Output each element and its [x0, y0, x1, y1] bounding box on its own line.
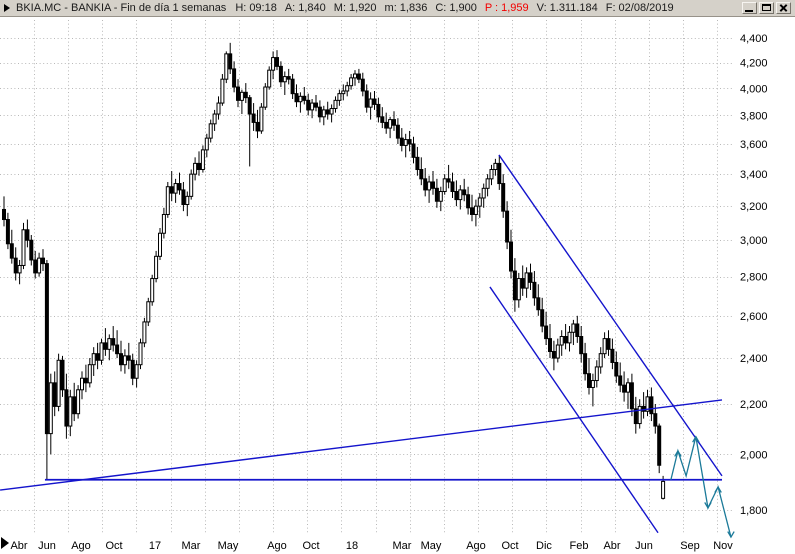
x-axis-label: Dic [536, 540, 552, 552]
x-axis-label: 18 [346, 540, 358, 552]
projection-arrowhead-up [692, 435, 700, 443]
x-axis-label: Oct [105, 540, 122, 552]
y-axis-label: 3,800 [740, 110, 768, 122]
trendline-descending-channel-upper[interactable] [498, 154, 723, 477]
window-titlebar[interactable]: BKIA.MC - BANKIA - Fin de día 1 semanas … [0, 0, 795, 17]
close-icon[interactable] [776, 2, 791, 14]
y-axis-label: 4,400 [740, 33, 768, 45]
x-axis-label: Feb [570, 540, 589, 552]
projection-arrowhead-up [714, 485, 722, 493]
trendline-descending-channel-lower[interactable] [489, 286, 659, 534]
x-axis-label: May [421, 540, 442, 552]
y-axis-label: 2,800 [740, 272, 768, 284]
quote-field-volumen: V: 1.311.184 [536, 2, 598, 14]
x-axis-label: Sep [680, 540, 700, 552]
y-axis-label: 1,800 [740, 505, 768, 517]
window-menu-arrow-icon[interactable] [4, 4, 10, 12]
x-axis-label: Oct [501, 540, 518, 552]
y-axis-label: 3,200 [740, 201, 768, 213]
candlestick-series [2, 42, 666, 500]
y-axis-label: 2,000 [740, 449, 768, 461]
y-axis-label: 2,400 [740, 353, 768, 365]
minimize-icon[interactable] [742, 2, 757, 14]
x-axis-label: Abr [10, 540, 27, 552]
y-axis-label: 2,200 [740, 399, 768, 411]
projection-arrowhead-up [674, 449, 682, 457]
y-axis-label: 2,600 [740, 311, 768, 323]
projection-arrowhead-down [727, 531, 735, 539]
quote-field-maximo: M: 1,920 [333, 2, 377, 14]
maximize-icon[interactable] [759, 2, 774, 14]
quote-field-minimo: m: 1,836 [384, 2, 428, 14]
x-axis-label: Mar [182, 540, 201, 552]
window-title: BKIA.MC - BANKIA - Fin de día 1 semanas [16, 2, 227, 14]
quote-field-previo: P :1,959 [484, 2, 529, 14]
x-axis-label: May [218, 540, 239, 552]
x-axis-scroll-arrow-icon[interactable] [1, 537, 9, 549]
y-axis-label: 4,200 [740, 58, 768, 70]
x-axis-label: Nov [713, 540, 733, 552]
x-axis-label: Ago [267, 540, 287, 552]
x-axis-label: Oct [302, 540, 319, 552]
x-axis-label: Ago [71, 540, 91, 552]
window-controls [742, 2, 791, 14]
x-axis-label: Mar [393, 540, 412, 552]
quote-field-hora: H: 09:18 [235, 2, 277, 14]
quote-field-cierre: C: 1,900 [435, 2, 477, 14]
y-axis-label: 4,000 [740, 83, 768, 95]
x-axis-label: 17 [149, 540, 161, 552]
quote-field-fecha: F: 02/08/2019 [605, 2, 674, 14]
x-axis-label: Jun [38, 540, 56, 552]
x-axis-label: Ago [466, 540, 486, 552]
x-axis: Abr Jun Ago Oct 17 Mar May Ago Oct 18 Mar May Ago Oct… [10, 540, 733, 552]
y-axis-label: 3,600 [740, 139, 768, 151]
x-axis-label: Abr [603, 540, 620, 552]
projection-arrowhead-down [704, 502, 712, 510]
y-axis-label: 3,000 [740, 235, 768, 247]
x-axis-label: Jun [635, 540, 653, 552]
y-axis: 4,400 4,200 4,000 3,800 3,600 3,400 3,200 3,000… [740, 33, 768, 517]
y-axis-label: 3,400 [740, 169, 768, 181]
quote-field-apertura: A: 1,840 [284, 2, 326, 14]
trendline-ascending-trendline[interactable] [0, 399, 723, 491]
